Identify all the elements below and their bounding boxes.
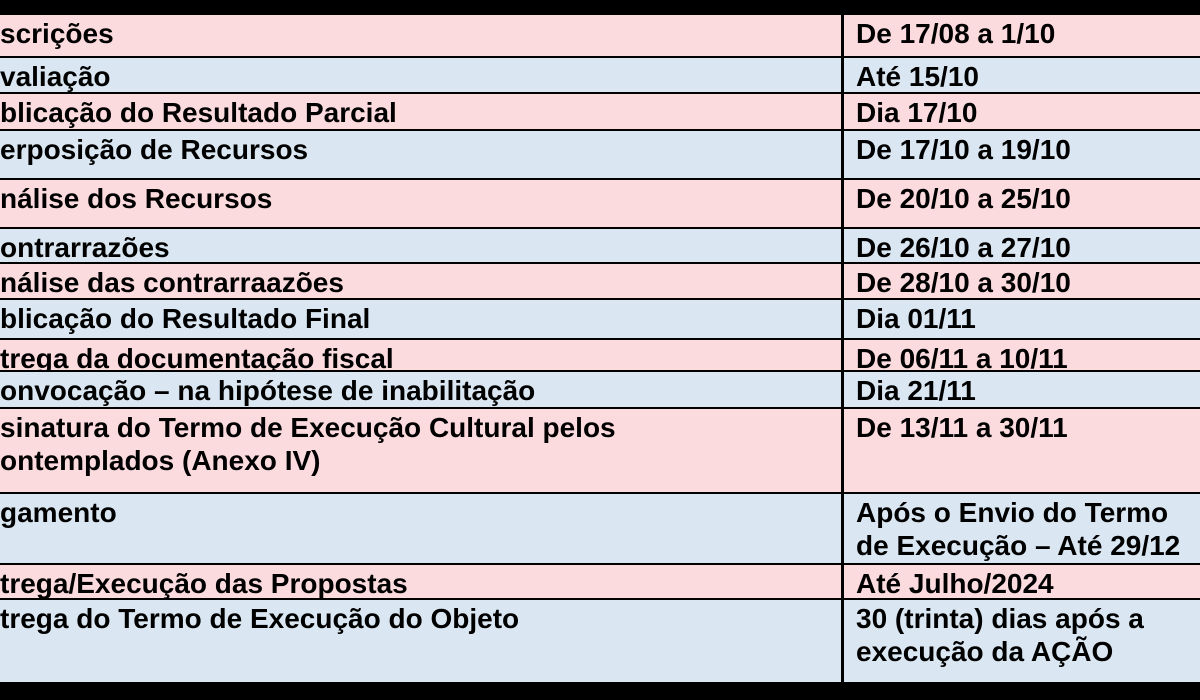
activity-cell: trega da documentação fiscal [0, 340, 844, 370]
table-row: nálise das contrarraazões De 28/10 a 30/… [0, 264, 1200, 300]
table-row: blicação do Resultado Final Dia 01/11 [0, 300, 1200, 340]
schedule-table: scrições De 17/08 a 1/10 valiação Até 15… [0, 13, 1200, 684]
top-letterbox-bar [0, 0, 1200, 13]
activity-cell: nálise dos Recursos [0, 180, 844, 227]
table-row: erposição de Recursos De 17/10 a 19/10 [0, 131, 1200, 180]
activity-cell: erposição de Recursos [0, 131, 844, 178]
activity-cell: gamento [0, 494, 844, 563]
date-cell: De 06/11 a 10/11 [856, 343, 1068, 370]
date-cell: Até 15/10 [856, 61, 979, 92]
activity-cell: trega/Execução das Propostas [0, 565, 844, 598]
table-row: trega/Execução das Propostas Até Julho/2… [0, 565, 1200, 600]
table-row: trega da documentação fiscal De 06/11 a … [0, 340, 1200, 372]
date-cell: Até Julho/2024 [856, 568, 1054, 598]
activity-cell: nálise das contrarraazões [0, 264, 844, 298]
activity-cell: scrições [0, 15, 844, 56]
date-cell: De 13/11 a 30/11 [856, 412, 1068, 443]
date-cell: 30 (trinta) dias após a execução da AÇÃO [856, 603, 1144, 667]
activity-cell: blicação do Resultado Final [0, 300, 844, 338]
table-row: blicação do Resultado Parcial Dia 17/10 [0, 94, 1200, 131]
table-row: trega do Termo de Execução do Objeto 30 … [0, 600, 1200, 684]
table-row: onvocação – na hipótese de inabilitação … [0, 372, 1200, 409]
table-row: nálise dos Recursos De 20/10 a 25/10 [0, 180, 1200, 229]
activity-cell: blicação do Resultado Parcial [0, 94, 844, 129]
date-cell: Dia 21/11 [856, 375, 976, 406]
date-cell: De 20/10 a 25/10 [856, 183, 1071, 214]
date-cell: De 28/10 a 30/10 [856, 267, 1071, 298]
date-cell: De 17/10 a 19/10 [856, 134, 1071, 165]
activity-cell: ontrarrazões [0, 229, 844, 262]
activity-cell: valiação [0, 58, 844, 92]
date-cell: Dia 01/11 [856, 303, 976, 334]
activity-cell: sinatura do Termo de Execução Cultural p… [0, 409, 844, 492]
table-row: scrições De 17/08 a 1/10 [0, 15, 1200, 58]
table-row: valiação Até 15/10 [0, 58, 1200, 94]
bottom-letterbox-bar [0, 684, 1200, 700]
date-cell: De 26/10 a 27/10 [856, 232, 1071, 262]
activity-cell: onvocação – na hipótese de inabilitação [0, 372, 844, 407]
date-cell: Dia 17/10 [856, 97, 978, 128]
activity-cell: trega do Termo de Execução do Objeto [0, 600, 844, 682]
table-row: sinatura do Termo de Execução Cultural p… [0, 409, 1200, 494]
date-cell: De 17/08 a 1/10 [856, 18, 1056, 49]
date-cell: Após o Envio do Termo de Execução – Até … [856, 497, 1181, 561]
table-row: ontrarrazões De 26/10 a 27/10 [0, 229, 1200, 264]
table-row: gamento Após o Envio do Termo de Execuçã… [0, 494, 1200, 565]
